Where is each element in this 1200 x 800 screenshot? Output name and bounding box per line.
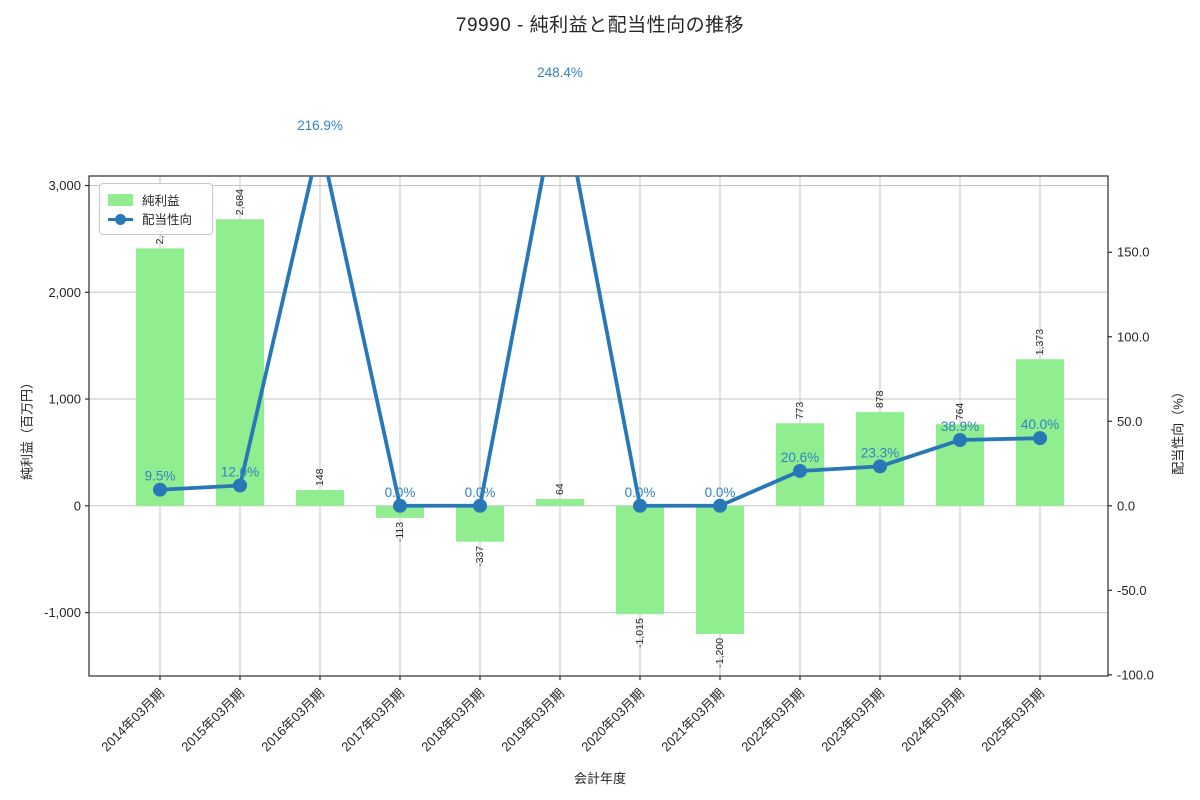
line-marker-2016年03月期 [313,132,327,146]
right-tick-label: 150.0 [1117,245,1150,260]
line-marker-2020年03月期 [633,498,647,513]
x-tick-label: 2018年03月期 [418,686,487,755]
bar-2014年03月期 [136,248,184,506]
line-marker-2014年03月期 [153,482,167,497]
bar-label-2018年03月期: -337 [474,546,486,567]
legend-label-payout-ratio: 配当性向 [142,213,193,227]
x-tick-label: 2025年03月期 [978,686,1047,755]
x-tick-label: 2014年03月期 [98,686,167,755]
payout-label-2015年03月期: 12.0% [221,464,259,479]
x-tick-label: 2015年03月期 [178,686,247,755]
bar-swatch-icon [108,193,133,206]
left-tick-label: 1,000 [48,392,81,407]
bar-2015年03月期 [216,219,264,506]
x-tick-label: 2023年03月期 [818,686,887,755]
bar-label-2019年03月期: 64 [554,483,566,495]
line-marker-2018年03月期 [473,498,487,513]
payout-label-2017年03月期: 0.0% [385,485,416,500]
payout-label-2016年03月期: 216.9% [297,118,343,133]
payout-label-2021年03月期: 0.0% [705,485,736,500]
x-tick-label: 2022年03月期 [738,686,807,755]
left-tick-label: 2,000 [48,285,81,300]
bar-label-2020年03月期: -1,015 [634,618,646,648]
chart-title: 79990 - 純利益と配当性向の推移 [455,15,745,36]
line-marker-2024年03月期 [953,433,967,448]
legend-label-net-income: 純利益 [142,194,180,208]
payout-label-2023年03月期: 23.3% [861,445,899,460]
bar-label-2023年03月期: 878 [874,390,886,408]
x-tick-label: 2017年03月期 [338,686,407,755]
payout-label-2018年03月期: 0.0% [465,485,496,500]
legend: 純利益 配当性向 [99,183,213,235]
left-tick-label: -1,000 [44,605,81,620]
line-marker-2022年03月期 [793,463,807,478]
payout-ratio-line [159,176,1041,508]
line-marker-2023年03月期 [873,459,887,474]
x-tick-label: 2024年03月期 [898,686,967,755]
left-axis-title: 純利益（百万円） [19,375,35,481]
right-tick-label: 100.0 [1117,329,1150,344]
payout-label-2025年03月期: 40.0% [1021,417,1059,432]
payout-label-2024年03月期: 38.9% [941,419,979,434]
right-tick-label: 0.0 [1117,498,1135,513]
bar-2019年03月期 [536,498,584,506]
bar-2023年03月期 [856,412,904,506]
legend-item-payout-ratio: 配当性向 [108,209,204,228]
x-axis-title: 会計年度 [573,771,626,786]
payout-label-2022年03月期: 20.6% [781,450,819,465]
right-axis-title: 配当性向（%） [1170,385,1186,475]
x-tick-label: 2019年03月期 [498,686,567,755]
bar-2020年03月期 [616,505,664,615]
line-marker-2015年03月期 [233,478,247,493]
x-tick-label: 2016年03月期 [258,686,327,755]
bar-label-2025年03月期: 1,373 [1034,329,1046,355]
payout-label-2014年03月期: 9.5% [145,469,176,484]
left-tick-label: 3,000 [48,178,81,193]
bar-label-2024年03月期: 764 [954,403,966,421]
left-tick-label: 0 [74,498,81,513]
bar-2016年03月期 [296,490,344,506]
x-tick-label: 2021年03月期 [658,686,727,755]
line-marker-2019年03月期 [553,79,567,93]
line-marker-2017年03月期 [393,498,407,513]
bar-label-2016年03月期: 148 [314,468,326,486]
bar-label-2017年03月期: -113 [394,522,406,542]
bar-label-2015年03月期: 2,684 [234,189,246,215]
legend-item-net-income: 純利益 [108,190,204,209]
line-marker-2025年03月期 [1033,431,1047,446]
x-tick-label: 2020年03月期 [578,686,647,755]
payout-label-2020年03月期: 0.0% [625,485,656,500]
line-marker-2021年03月期 [713,498,727,513]
line-swatch-icon [108,213,133,225]
bar-label-2022年03月期: 773 [794,402,806,420]
right-tick-label: -100.0 [1117,667,1154,682]
plot-border [88,175,1109,677]
right-tick-label: 50.0 [1117,414,1142,429]
bar-2021年03月期 [696,505,744,634]
bar-label-2021年03月期: -1,200 [714,638,726,668]
payout-label-2019年03月期: 248.4% [537,65,583,80]
right-tick-label: -50.0 [1117,583,1147,598]
